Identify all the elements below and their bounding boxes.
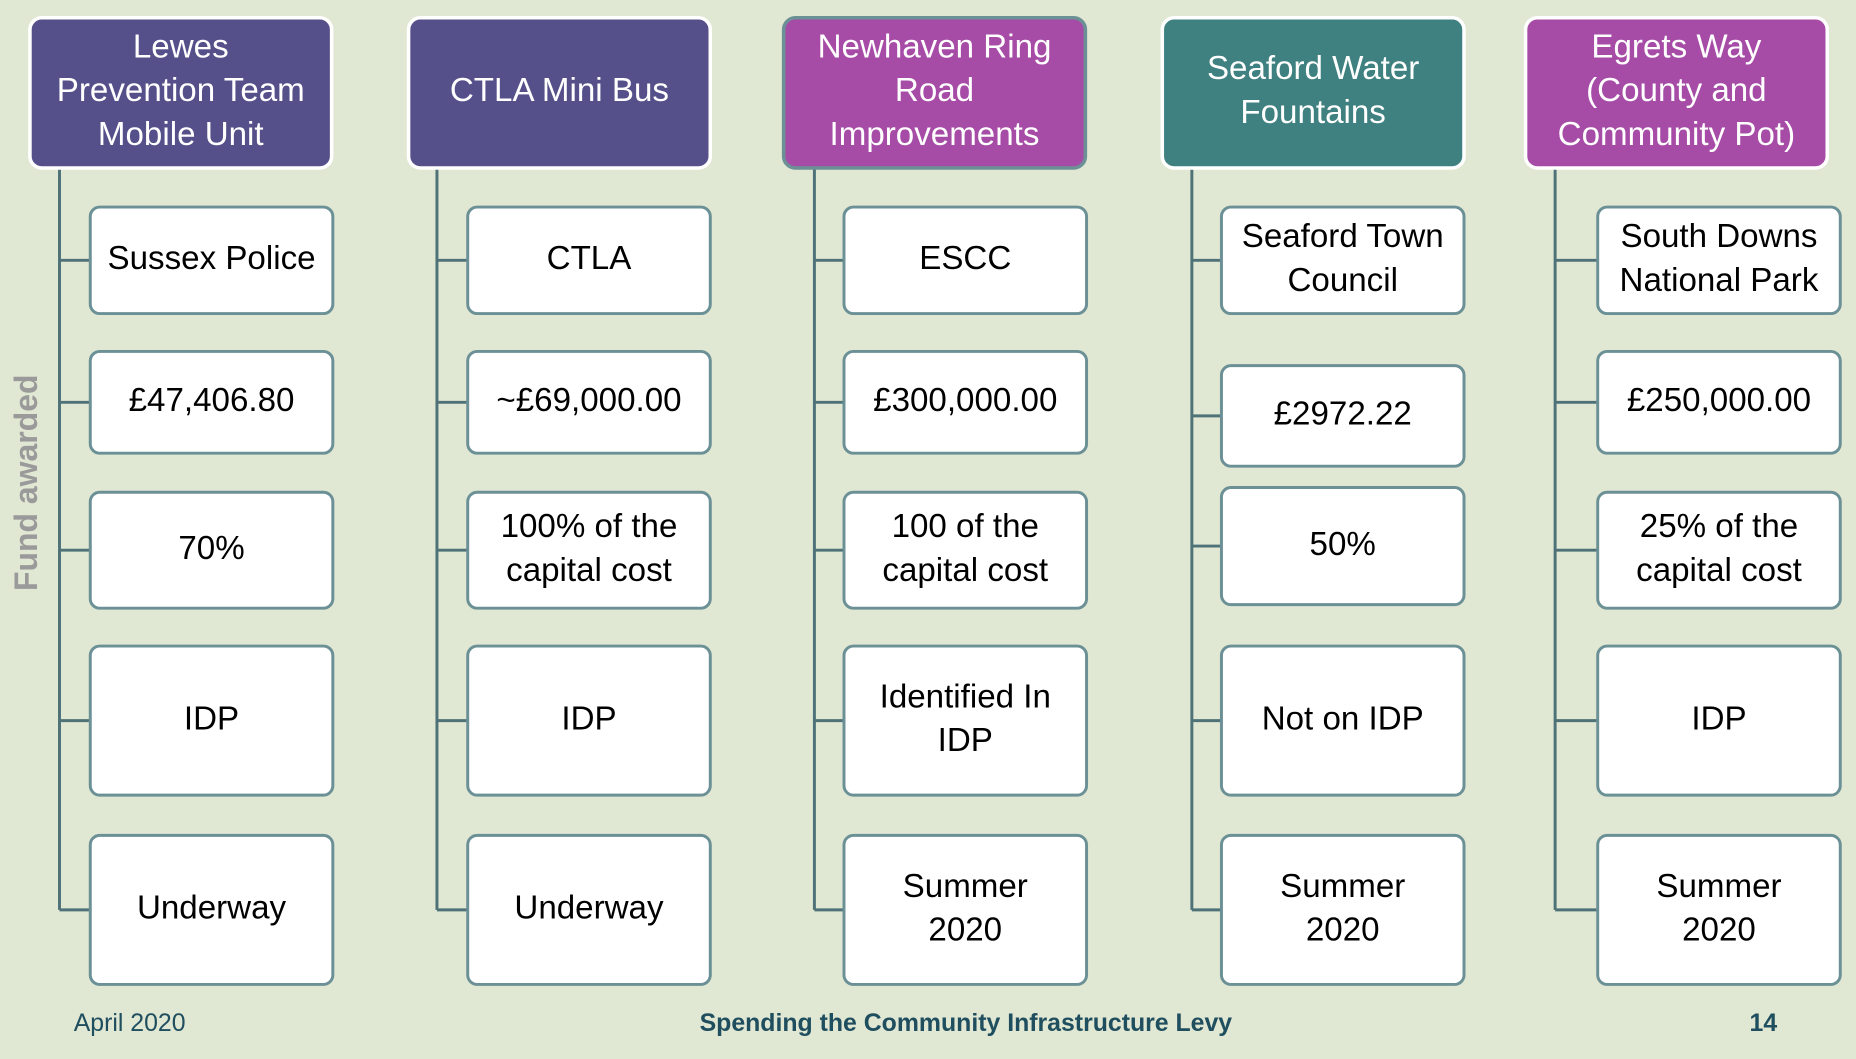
item-box	[466, 833, 712, 986]
column-header	[1160, 15, 1466, 170]
item-text: ESCC	[919, 240, 1011, 277]
item-box	[88, 833, 335, 986]
header-text: Mobile Unit	[98, 116, 264, 153]
item-box	[466, 644, 712, 797]
item-box	[88, 644, 335, 797]
item-text: Sussex Police	[108, 240, 316, 277]
item-text: £300,000.00	[873, 382, 1057, 419]
item-text: 25% of the	[1640, 508, 1798, 545]
header-text: (County and	[1586, 72, 1766, 109]
item-text: CTLA	[547, 240, 633, 277]
item-box	[466, 349, 712, 455]
item-box	[1219, 644, 1466, 797]
item-box	[842, 644, 1089, 797]
item-text: Summer	[903, 868, 1028, 905]
item-text: 100% of the	[501, 508, 678, 545]
column-header	[781, 15, 1088, 170]
item-box	[1596, 490, 1842, 610]
header-text: Fountains	[1240, 94, 1385, 131]
item-text: 50%	[1310, 526, 1376, 563]
header-text: Improvements	[830, 116, 1040, 153]
item-box	[1219, 833, 1466, 986]
item-text: 2020	[1682, 912, 1756, 949]
item-text: capital cost	[882, 552, 1048, 589]
item-box	[88, 205, 335, 316]
item-text: Council	[1287, 262, 1397, 299]
footer-date: April 2020	[74, 1010, 186, 1037]
header-text: Road	[895, 72, 974, 109]
item-text: capital cost	[506, 552, 672, 589]
item-text: Underway	[514, 890, 664, 927]
item-box	[1219, 486, 1466, 607]
item-text: 2020	[1306, 912, 1380, 949]
column-header	[406, 15, 713, 170]
item-text: IDP	[938, 722, 993, 759]
item-box	[1596, 205, 1842, 316]
item-text: National Park	[1620, 262, 1819, 299]
item-text: Underway	[137, 890, 287, 927]
item-box	[466, 490, 712, 610]
item-text: £2972.22	[1274, 396, 1412, 433]
item-box	[842, 349, 1089, 455]
header-text: Newhaven Ring	[818, 28, 1052, 65]
item-box	[88, 349, 335, 455]
item-text: 2020	[928, 912, 1002, 949]
item-text: ~£69,000.00	[496, 382, 681, 419]
item-box	[1596, 349, 1842, 455]
header-text: Egrets Way	[1591, 28, 1761, 65]
header-text: Lewes	[133, 28, 229, 65]
page-number: 14	[1750, 1010, 1778, 1037]
item-text: £47,406.80	[129, 382, 295, 419]
item-text: IDP	[1691, 700, 1746, 737]
item-box	[1219, 205, 1466, 316]
item-text: capital cost	[1636, 552, 1802, 589]
item-text: £250,000.00	[1627, 382, 1811, 419]
item-text: 100 of the	[892, 508, 1039, 545]
item-text: Identified In	[880, 678, 1051, 715]
item-box	[1596, 644, 1842, 797]
footer-title: Spending the Community Infrastructure Le…	[700, 1010, 1233, 1037]
item-text: Seaford Town	[1242, 218, 1444, 255]
header-text: Seaford Water	[1207, 50, 1419, 87]
item-text: IDP	[561, 700, 616, 737]
item-box	[88, 490, 335, 610]
item-box	[1219, 364, 1466, 468]
item-box	[1596, 833, 1842, 986]
item-box	[842, 833, 1089, 986]
item-text: Summer	[1280, 868, 1405, 905]
item-box	[842, 205, 1089, 316]
item-text: IDP	[184, 700, 239, 737]
item-text: South Downs	[1620, 218, 1817, 255]
item-text: 70%	[178, 530, 244, 567]
item-box	[842, 490, 1089, 610]
header-text: Community Pot)	[1558, 116, 1795, 153]
item-box	[466, 205, 712, 316]
column-header	[1523, 15, 1830, 170]
side-label: Fund awarded	[8, 375, 44, 591]
column-header	[28, 15, 334, 170]
item-text: Summer	[1656, 868, 1781, 905]
item-text: Not on IDP	[1262, 700, 1424, 737]
header-text: CTLA Mini Bus	[450, 72, 669, 109]
header-text: Prevention Team	[57, 72, 305, 109]
